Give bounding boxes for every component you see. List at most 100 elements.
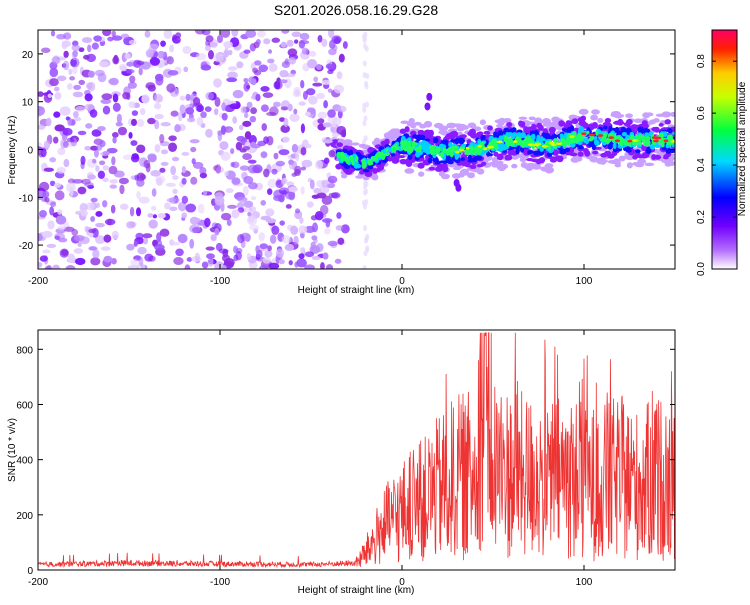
spectrogram-noise-blob [159,167,166,173]
y-tick-label: 20 [22,50,34,61]
snr-y-ticks: 0 200 400 600 800 [16,345,675,577]
spectrogram-ridge-blob [594,146,602,150]
spectrogram-ridge-blob [576,138,581,142]
spectrogram-noise-blob [236,135,246,142]
spectrogram-noise-blob [107,218,112,226]
spectrogram-noise-blob [236,196,248,202]
spectrogram-ridge-blob [473,155,481,160]
spectrogram-ridge-blob [520,132,527,139]
spectrogram-noise-blob [96,144,103,151]
spectrogram-ridge-blob [407,137,412,142]
spectrogram-noise-blob [300,166,307,171]
spectrogram-ridge-blob [340,156,345,162]
spectrogram-ridge-blob [571,118,579,125]
spectrogram-noise-blob [325,63,334,70]
spectrogram-noise-blob [245,30,257,38]
spectrogram-ridge-blob [590,114,598,121]
spectrogram-noise-blob [310,241,316,250]
spectrogram-ridge-blob [340,153,345,159]
spectrogram-ridge-blob [340,173,348,179]
spectrogram-ridge-blob [467,131,473,136]
spectrogram-noise-blob [316,243,324,252]
spectrogram-noise-blob [179,104,186,114]
spectrogram-noise-blob [84,181,94,188]
spectrogram-ridge-blob [654,144,661,149]
spectrogram-noise-blob [138,196,150,204]
spectrogram-noise-blob [250,78,257,86]
spectrogram-noise-blob [288,186,298,193]
spectrogram-ridge-blob [374,153,379,161]
spectrogram-noise-blob [240,106,247,114]
spectrogram-noise-blob [65,265,76,269]
spectrogram-noise-blob [130,140,138,146]
spectrogram-noise-blob [54,235,61,240]
spectrogram-noise-blob [54,190,65,201]
spectrogram-noise-blob [317,34,323,43]
spectrogram-noise-blob [313,76,319,83]
spectrogram-ridge-blob [426,92,433,101]
spectrogram-noise-blob [61,40,71,48]
spectrogram-noise-blob [155,175,166,184]
spectrogram-ridge-blob [591,109,600,115]
spectrogram-ridge-blob [600,152,608,158]
spectrogram-noise-blob [203,190,208,196]
spectrogram-noise-blob [278,259,285,265]
spectrogram-noise-blob [295,151,300,162]
spectrogram-noise-blob [136,60,145,66]
spectrogram-noise-blob [177,201,187,212]
spectrogram-noise-blob [263,136,269,144]
spectrogram-noise-blob [49,180,56,187]
spectrogram-ridge-blob [449,150,454,158]
spectrogram-noise-blob [291,143,299,153]
spectrogram-noise-blob [225,188,234,194]
spectrogram-noise-blob [282,136,290,143]
spectrogram-ridge-blob [523,126,529,133]
spectrogram-ridge-blob [354,155,359,163]
spectrogram-noise-blob [77,242,82,247]
spectrogram-ridge-blob [589,156,599,163]
spectrogram-noise-blob [342,41,348,49]
spectrogram-noise-blob [136,119,145,127]
spectrogram-noise-blob [300,147,307,156]
spectrogram-noise-blob [267,245,272,252]
spectrogram-ridge-blob [665,147,672,154]
x-tick-label: 0 [399,577,405,588]
spectrogram-noise-blob [142,233,153,239]
spectrogram-ridge-blob [442,147,447,154]
snr-x-ticks: -200 -100 0 100 [28,330,593,588]
spectrogram-noise-blob [184,264,191,269]
spectrogram-noise-blob [50,201,57,208]
spectrogram-noise-blob [63,226,75,232]
spectrogram-noise-blob [172,175,179,180]
spectrogram-noise-blob [242,185,249,196]
spectrogram-noise-blob [111,257,117,265]
spectrogram-ridge-blob [559,133,564,139]
spectrogram-noise-blob [148,219,158,229]
spectrogram-noise-blob [144,30,151,38]
spectrogram-noise-blob [259,243,269,250]
spectrogram-noise-blob [72,91,84,98]
spectrogram-noise-blob [63,60,70,71]
spectrogram-noise-blob [214,227,220,236]
spectrogram-noise-blob [338,53,345,63]
spectrogram-noise-blob [237,207,245,213]
spectrogram-ridge-blob [525,164,534,171]
spectrogram-ridge-blob [400,120,410,125]
spectrogram-noise-blob [126,61,134,67]
spectrogram-ridge-blob [412,142,418,146]
spectrogram-noise-blob [68,68,73,75]
spectrogram-noise-blob [265,218,277,224]
spectrogram-noise-blob [268,49,273,54]
spectrogram-ridge-blob [660,140,665,147]
spectrogram-noise-blob [334,258,342,264]
spectrogram-ridge-blob [625,113,633,119]
spectrogram-ridge-blob [362,162,367,169]
spectrogram-noise-blob [231,177,241,185]
spectrogram-noise-blob [363,225,368,232]
spectrogram-noise-blob [206,253,215,260]
spectrogram-ridge-blob [488,153,493,157]
spectrogram-noise-blob [84,103,95,111]
spectrogram-ridge-blob [500,146,505,151]
spectrogram-ridge-blob [336,142,343,148]
